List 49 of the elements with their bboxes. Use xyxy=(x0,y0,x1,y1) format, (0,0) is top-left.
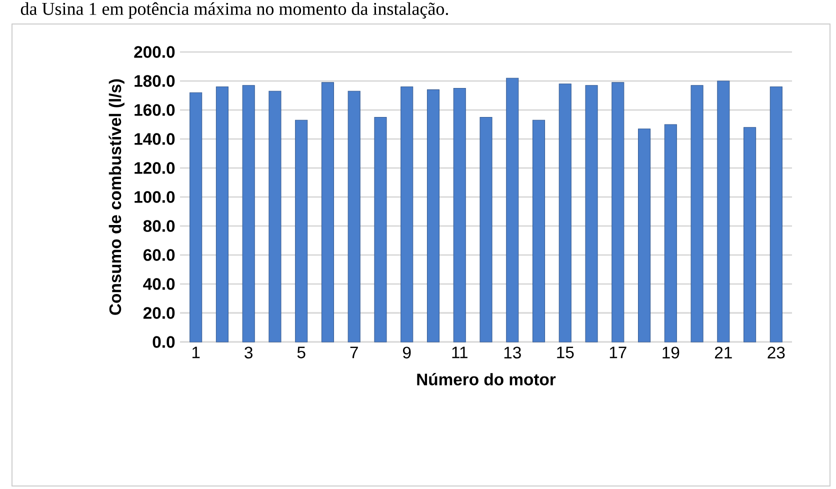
y-tick-label: 200.0 xyxy=(134,46,175,58)
bar xyxy=(268,90,282,342)
bar xyxy=(321,82,334,342)
x-tick-label: 19 xyxy=(662,346,680,358)
bar xyxy=(374,116,387,342)
x-tick-label: 11 xyxy=(452,346,468,358)
bar xyxy=(638,128,651,342)
y-tick-label: 60.0 xyxy=(143,249,175,261)
y-tick-label: 160.0 xyxy=(134,104,175,116)
y-tick-label: 180.0 xyxy=(134,75,175,87)
bar xyxy=(717,80,730,342)
bar xyxy=(664,124,677,342)
y-tick-label: 140.0 xyxy=(134,133,175,145)
x-tick-label: 3 xyxy=(244,346,252,358)
x-tick-label: 23 xyxy=(768,346,785,358)
y-tick-label: 100.0 xyxy=(134,191,175,203)
chart-title: da Usina 1 em potência máxima no momento da instalação. xyxy=(20,2,448,19)
y-tick-label: 0.0 xyxy=(152,336,175,348)
y-tick-label: 40.0 xyxy=(143,278,175,290)
bar xyxy=(506,78,519,342)
bar xyxy=(400,86,414,342)
bar xyxy=(190,92,202,342)
x-tick-label: 15 xyxy=(557,346,574,358)
y-tick-label: 20.0 xyxy=(143,307,175,319)
x-tick-label: 17 xyxy=(610,346,626,358)
bar xyxy=(585,85,598,342)
bar xyxy=(480,116,492,342)
bar xyxy=(348,90,360,342)
x-axis-title: Número do motor xyxy=(417,372,556,386)
bar xyxy=(744,127,756,342)
bar xyxy=(453,88,466,342)
bar xyxy=(295,120,308,342)
bar xyxy=(426,89,440,342)
bar xyxy=(558,84,572,342)
y-tick-label: 80.0 xyxy=(143,220,175,232)
x-tick-label: 9 xyxy=(403,346,411,358)
y-tick-label: 120.0 xyxy=(134,162,175,174)
bar xyxy=(690,85,704,342)
bar xyxy=(770,86,782,342)
x-tick-label: 7 xyxy=(350,346,358,358)
x-tick-label: 1 xyxy=(192,346,200,358)
x-tick-label: 13 xyxy=(504,346,521,358)
x-tick-label: 21 xyxy=(714,346,732,358)
bar xyxy=(242,85,255,342)
bar xyxy=(612,82,624,342)
x-tick-label: 5 xyxy=(297,346,306,358)
y-axis-title: Consumo de combustível (l/s) xyxy=(108,79,124,315)
bar xyxy=(216,86,228,342)
bar xyxy=(532,120,546,342)
